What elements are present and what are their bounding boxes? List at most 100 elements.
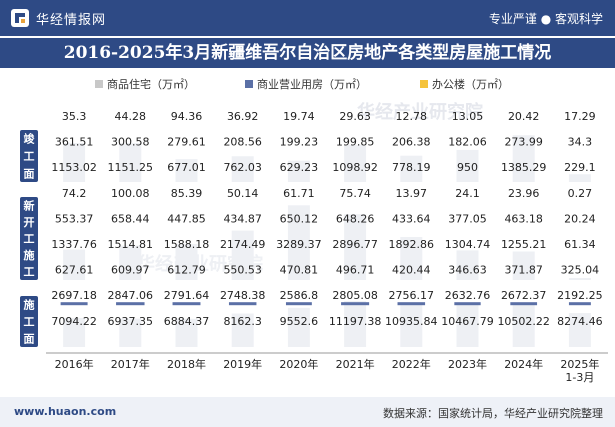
bar-mark bbox=[400, 155, 423, 182]
data-label: 12.78 bbox=[396, 110, 428, 123]
x-tick-label: 2024年 bbox=[504, 357, 543, 371]
bar-mark bbox=[568, 313, 591, 347]
data-label: 3289.37 bbox=[276, 238, 322, 251]
legend-swatch bbox=[95, 80, 103, 88]
legend-label: 办公楼（万㎡） bbox=[432, 77, 509, 91]
data-label: 9552.6 bbox=[280, 315, 319, 328]
x-tick-label: 2022年 bbox=[392, 357, 431, 371]
data-label: 361.51 bbox=[55, 136, 94, 149]
group-label-char: 新 bbox=[24, 198, 35, 212]
data-label: 433.64 bbox=[392, 212, 431, 225]
data-label: 447.85 bbox=[167, 212, 206, 225]
data-label: 1385.29 bbox=[501, 161, 547, 174]
bar-mark bbox=[568, 302, 591, 306]
data-label: 11197.38 bbox=[329, 315, 382, 328]
data-label: 229.1 bbox=[564, 161, 596, 174]
data-label: 1514.81 bbox=[108, 238, 154, 251]
data-label: 206.38 bbox=[392, 136, 431, 149]
data-label: 94.36 bbox=[171, 110, 203, 123]
x-tick-label: 2025年 bbox=[560, 357, 599, 371]
bar-mark bbox=[512, 251, 535, 280]
data-label: 470.81 bbox=[280, 264, 319, 277]
data-label: 2192.25 bbox=[557, 289, 603, 302]
data-label: 609.97 bbox=[111, 264, 150, 277]
bar-mark bbox=[456, 250, 479, 280]
data-label: 553.37 bbox=[55, 212, 94, 225]
bar-mark bbox=[228, 302, 257, 306]
data-label: 24.1 bbox=[455, 187, 480, 200]
group-label-char: 工 bbox=[24, 233, 35, 246]
data-label: 1588.18 bbox=[164, 238, 210, 251]
data-label: 199.23 bbox=[280, 136, 319, 149]
data-label: 8274.46 bbox=[557, 315, 603, 328]
data-label: 2174.49 bbox=[220, 238, 266, 251]
data-label: 2586.8 bbox=[280, 289, 319, 302]
data-label: 2697.18 bbox=[51, 289, 97, 302]
legend-label: 商品住宅（万㎡） bbox=[107, 77, 195, 91]
bar-mark bbox=[400, 302, 423, 347]
data-label: 2672.37 bbox=[501, 289, 547, 302]
bar-mark bbox=[454, 302, 481, 306]
bar-mark bbox=[287, 307, 310, 347]
bar-mark bbox=[344, 144, 367, 182]
chart-title: 2016-2025年3月新疆维吾尔自治区房地产各类型房屋施工情况 bbox=[0, 38, 615, 68]
data-label: 61.34 bbox=[564, 238, 596, 251]
group-label-box bbox=[20, 197, 38, 280]
bar-mark bbox=[512, 135, 535, 182]
bar-mark bbox=[287, 160, 310, 182]
bar-mark bbox=[172, 302, 201, 306]
data-label: 208.56 bbox=[223, 136, 262, 149]
website-link[interactable]: www.huaon.com bbox=[14, 405, 117, 418]
data-label: 1304.74 bbox=[445, 238, 491, 251]
x-tick-label: 2023年 bbox=[448, 357, 487, 371]
data-source: 数据来源：国家统计局，华经产业研究院整理 bbox=[383, 407, 603, 420]
group-label-char: 面 bbox=[24, 333, 35, 346]
data-label: 496.71 bbox=[336, 264, 375, 277]
data-label: 13.97 bbox=[396, 187, 428, 200]
x-tick-label: 2016年 bbox=[55, 357, 94, 371]
brand-name: 华经情报网 bbox=[36, 12, 107, 28]
bar-mark bbox=[175, 159, 198, 182]
bar-mark bbox=[400, 237, 423, 280]
data-label: 10467.79 bbox=[441, 315, 494, 328]
data-label: 550.53 bbox=[223, 264, 262, 277]
data-label: 279.61 bbox=[167, 136, 206, 149]
group-label-char: 施 bbox=[24, 248, 35, 262]
data-label: 182.06 bbox=[448, 136, 487, 149]
group-label-box bbox=[20, 130, 38, 182]
data-label: 6937.35 bbox=[108, 315, 154, 328]
data-label: 346.63 bbox=[448, 264, 487, 277]
data-label: 61.71 bbox=[283, 187, 315, 200]
data-label: 612.79 bbox=[167, 264, 206, 277]
legend-swatch bbox=[245, 80, 253, 88]
bar-mark bbox=[568, 174, 591, 182]
data-label: 17.29 bbox=[564, 110, 596, 123]
bar-mark bbox=[456, 149, 479, 182]
brand-logo[interactable]: 华经情报网 bbox=[10, 7, 170, 29]
data-label: 658.44 bbox=[111, 212, 150, 225]
data-label: 273.99 bbox=[504, 136, 543, 149]
bar-mark bbox=[231, 156, 254, 182]
data-label: 0.27 bbox=[568, 187, 593, 200]
data-label: 1255.21 bbox=[501, 238, 547, 251]
data-label: 2805.08 bbox=[332, 289, 378, 302]
bar-mark bbox=[568, 278, 591, 280]
watermark: 华经产业研究院 bbox=[137, 253, 263, 275]
bar-mark bbox=[116, 302, 145, 306]
data-label: 6884.37 bbox=[164, 315, 210, 328]
tagline: 专业严谨 ● 客观科学 bbox=[488, 12, 603, 26]
bar-mark bbox=[175, 318, 198, 347]
group-label-char: 工 bbox=[24, 150, 35, 163]
data-label: 23.96 bbox=[508, 187, 540, 200]
bar-mark bbox=[456, 304, 479, 347]
data-label: 44.28 bbox=[115, 110, 147, 123]
bar-mark bbox=[344, 214, 367, 280]
watermark: 华经产业研究院 bbox=[357, 101, 483, 123]
x-tick-label: 2017年 bbox=[111, 357, 150, 371]
bar-mark bbox=[344, 301, 367, 347]
x-tick-label: 2018年 bbox=[167, 357, 206, 371]
data-label: 85.39 bbox=[171, 187, 203, 200]
bar-mark bbox=[119, 245, 142, 280]
data-label: 50.14 bbox=[227, 187, 259, 200]
x-tick-label: 2019年 bbox=[223, 357, 262, 371]
